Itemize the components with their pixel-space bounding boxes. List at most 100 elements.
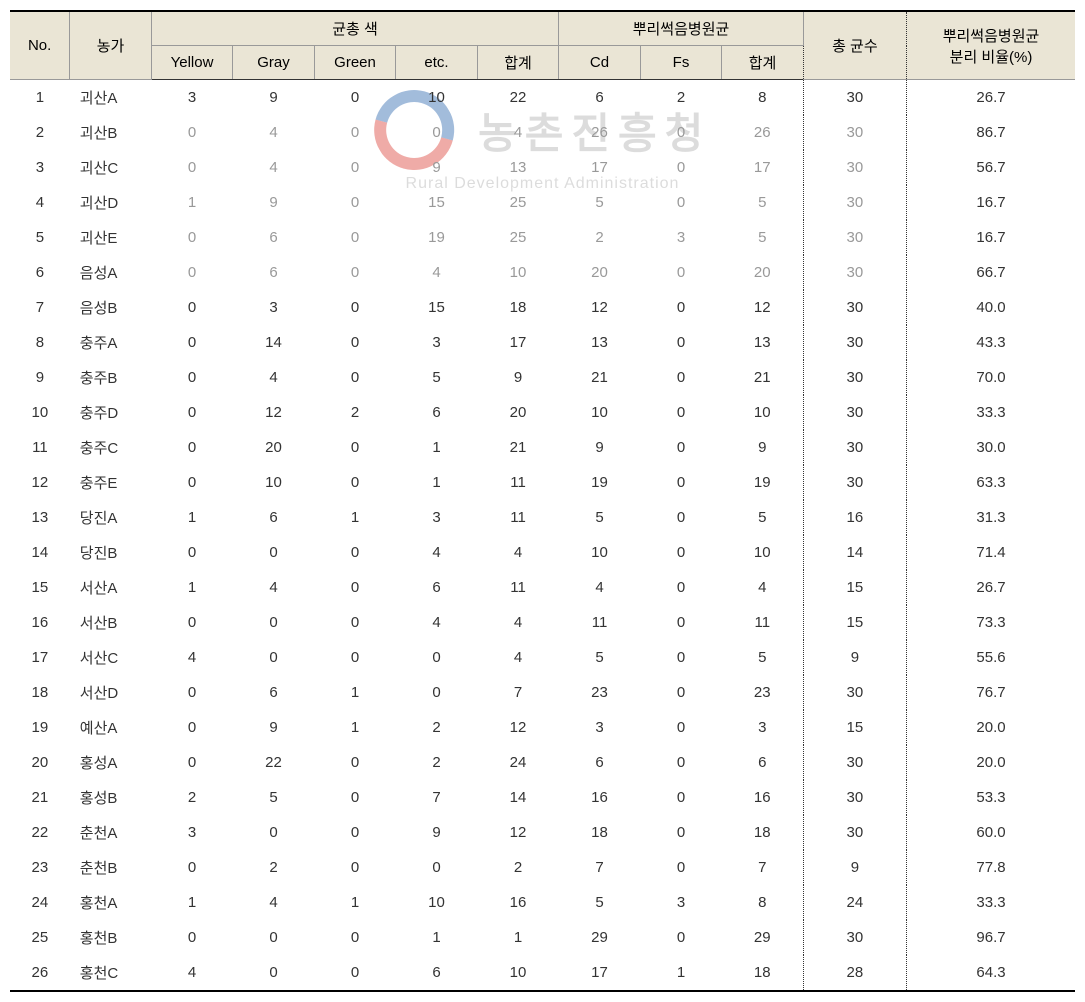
- cell-fs: 0: [640, 325, 722, 360]
- cell-sum1: 11: [477, 570, 559, 605]
- cell-cd: 29: [559, 920, 641, 955]
- cell-ratio: 40.0: [907, 290, 1076, 325]
- cell-etc: 0: [396, 115, 478, 150]
- cell-yellow: 0: [151, 220, 233, 255]
- cell-cd: 5: [559, 185, 641, 220]
- cell-yellow: 3: [151, 80, 233, 116]
- cell-fs: 0: [640, 535, 722, 570]
- cell-yellow: 0: [151, 395, 233, 430]
- cell-green: 0: [314, 465, 396, 500]
- cell-green: 0: [314, 570, 396, 605]
- cell-yellow: 0: [151, 255, 233, 290]
- cell-total: 15: [803, 605, 906, 640]
- cell-sum2: 5: [722, 500, 804, 535]
- table-row: 17서산C40004505955.6: [10, 640, 1075, 675]
- cell-ratio: 96.7: [907, 920, 1076, 955]
- cell-sum1: 11: [477, 465, 559, 500]
- table-row: 3괴산C040913170173056.7: [10, 150, 1075, 185]
- cell-gray: 9: [233, 80, 315, 116]
- cell-fs: 0: [640, 815, 722, 850]
- cell-ratio: 20.0: [907, 745, 1076, 780]
- cell-sum2: 29: [722, 920, 804, 955]
- cell-sum2: 5: [722, 185, 804, 220]
- cell-gray: 3: [233, 290, 315, 325]
- cell-sum2: 10: [722, 535, 804, 570]
- cell-cd: 6: [559, 80, 641, 116]
- cell-ratio: 63.3: [907, 465, 1076, 500]
- cell-cd: 5: [559, 500, 641, 535]
- cell-no: 21: [10, 780, 70, 815]
- cell-etc: 15: [396, 290, 478, 325]
- cell-farm: 충주B: [70, 360, 152, 395]
- cell-total: 16: [803, 500, 906, 535]
- cell-green: 1: [314, 710, 396, 745]
- cell-total: 30: [803, 150, 906, 185]
- cell-sum2: 18: [722, 955, 804, 991]
- cell-sum2: 5: [722, 220, 804, 255]
- cell-gray: 0: [233, 535, 315, 570]
- cell-green: 0: [314, 745, 396, 780]
- table-row: 8충주A0140317130133043.3: [10, 325, 1075, 360]
- cell-green: 0: [314, 780, 396, 815]
- cell-farm: 서산C: [70, 640, 152, 675]
- table-row: 4괴산D19015255053016.7: [10, 185, 1075, 220]
- cell-yellow: 2: [151, 780, 233, 815]
- cell-green: 2: [314, 395, 396, 430]
- cell-cd: 4: [559, 570, 641, 605]
- cell-sum1: 25: [477, 220, 559, 255]
- cell-green: 0: [314, 955, 396, 991]
- cell-no: 6: [10, 255, 70, 290]
- table-body: 1괴산A39010226283026.72괴산B04004260263086.7…: [10, 80, 1075, 992]
- cell-cd: 3: [559, 710, 641, 745]
- table-row: 11충주C02001219093030.0: [10, 430, 1075, 465]
- cell-total: 9: [803, 850, 906, 885]
- cell-fs: 0: [640, 920, 722, 955]
- table-row: 7음성B0301518120123040.0: [10, 290, 1075, 325]
- cell-gray: 0: [233, 815, 315, 850]
- cell-total: 30: [803, 185, 906, 220]
- cell-no: 8: [10, 325, 70, 360]
- cell-no: 24: [10, 885, 70, 920]
- cell-yellow: 4: [151, 955, 233, 991]
- cell-sum2: 18: [722, 815, 804, 850]
- cell-no: 3: [10, 150, 70, 185]
- table-row: 9충주B04059210213070.0: [10, 360, 1075, 395]
- cell-farm: 괴산C: [70, 150, 152, 185]
- cell-sum2: 8: [722, 885, 804, 920]
- cell-ratio: 30.0: [907, 430, 1076, 465]
- cell-farm: 홍천A: [70, 885, 152, 920]
- cell-cd: 23: [559, 675, 641, 710]
- cell-no: 20: [10, 745, 70, 780]
- cell-gray: 0: [233, 605, 315, 640]
- cell-fs: 0: [640, 780, 722, 815]
- cell-gray: 4: [233, 150, 315, 185]
- cell-no: 11: [10, 430, 70, 465]
- cell-etc: 0: [396, 850, 478, 885]
- cell-ratio: 77.8: [907, 850, 1076, 885]
- cell-green: 0: [314, 815, 396, 850]
- cell-fs: 3: [640, 885, 722, 920]
- header-etc: etc.: [396, 46, 478, 80]
- cell-gray: 6: [233, 255, 315, 290]
- cell-sum1: 10: [477, 955, 559, 991]
- cell-etc: 7: [396, 780, 478, 815]
- cell-fs: 0: [640, 290, 722, 325]
- cell-sum2: 4: [722, 570, 804, 605]
- cell-sum2: 16: [722, 780, 804, 815]
- cell-gray: 4: [233, 115, 315, 150]
- cell-total: 9: [803, 640, 906, 675]
- cell-fs: 0: [640, 500, 722, 535]
- cell-etc: 4: [396, 535, 478, 570]
- cell-no: 25: [10, 920, 70, 955]
- cell-total: 30: [803, 815, 906, 850]
- cell-etc: 3: [396, 500, 478, 535]
- data-table: No. 농가 균총 색 뿌리썩음병원균 총 균수 뿌리썩음병원균 분리 비율(%…: [10, 10, 1075, 992]
- cell-sum1: 7: [477, 675, 559, 710]
- cell-fs: 0: [640, 185, 722, 220]
- cell-etc: 5: [396, 360, 478, 395]
- cell-yellow: 1: [151, 500, 233, 535]
- cell-ratio: 33.3: [907, 885, 1076, 920]
- header-gray: Gray: [233, 46, 315, 80]
- cell-gray: 10: [233, 465, 315, 500]
- table-row: 21홍성B250714160163053.3: [10, 780, 1075, 815]
